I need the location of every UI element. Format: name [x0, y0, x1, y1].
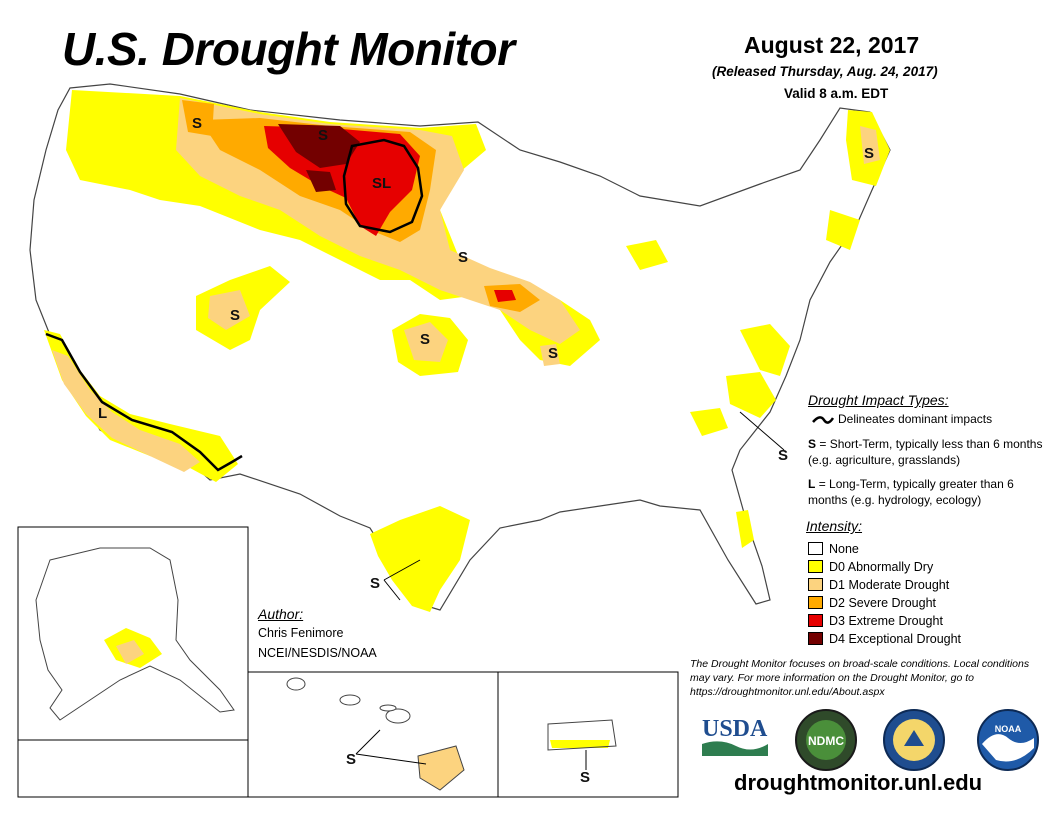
hawaii-big-island — [417, 745, 465, 791]
intensity-label-d0: D0 Abnormally Dry — [829, 559, 934, 574]
intensity-swatch-d2 — [808, 596, 823, 609]
impact-boundary-northern-plains — [342, 138, 424, 234]
impact-boundary-california — [45, 332, 243, 472]
label-s-puerto-rico: S — [580, 769, 590, 786]
noaa-logo-text: NOAA — [995, 724, 1022, 734]
intensity-item-d4: D4 Exceptional Drought — [808, 630, 961, 647]
d0-northeast — [826, 210, 860, 250]
intensity-swatch-d4 — [808, 632, 823, 645]
author-name: Chris Fenimore — [258, 626, 344, 640]
doc-seal-logo — [883, 709, 945, 771]
intensity-item-d3: D3 Extreme Drought — [808, 612, 943, 629]
intensity-label-d4: D4 Exceptional Drought — [829, 631, 962, 646]
impact-line-icon — [812, 416, 835, 424]
alaska-shape — [35, 547, 235, 721]
d1-kansas — [404, 322, 448, 362]
d4-dakota — [306, 170, 336, 192]
intensity-label-d2: D2 Severe Drought — [829, 595, 937, 610]
intensity-item-none: None — [808, 540, 859, 557]
noaa-logo: NOAA — [977, 709, 1039, 771]
hawaii-kauai — [286, 677, 306, 691]
intensity-swatch-d1 — [808, 578, 823, 591]
d0-texas — [370, 506, 470, 612]
intensity-swatch-d3 — [808, 614, 823, 627]
label-sl-dakotas: SL — [372, 175, 391, 192]
label-s-kansas: S — [420, 331, 430, 348]
ndmc-logo-text: NDMC — [808, 734, 844, 748]
puerto-rico-shape — [547, 719, 617, 751]
impact-l-key: L — [808, 477, 816, 491]
intensity-swatch-d0 — [808, 560, 823, 573]
intensity-label-d3: D3 Extreme Drought — [829, 613, 943, 628]
d4-areas — [278, 124, 360, 192]
leader-lines — [355, 411, 785, 770]
d0-florida — [736, 510, 754, 548]
puerto-rico-inset — [497, 671, 679, 798]
impact-legend-short-term: S = Short-Term, typically less than 6 mo… — [808, 436, 1048, 468]
d1-missouri — [540, 344, 560, 366]
valid-time: Valid 8 a.m. EDT — [784, 86, 889, 101]
ndmc-logo: NDMC — [795, 709, 857, 771]
label-s-carolinas: S — [778, 447, 788, 464]
impact-s-text: = Short-Term, typically less than 6 mont… — [808, 437, 1043, 467]
hawaii-molokai — [379, 704, 397, 712]
d1-hawaii — [418, 746, 464, 790]
intensity-swatch-none — [808, 542, 823, 555]
intensity-legend-heading: Intensity: — [806, 518, 863, 534]
author-heading: Author: — [258, 606, 304, 622]
info-note: The Drought Monitor focuses on broad-sca… — [690, 658, 1030, 698]
intensity-item-d1: D1 Moderate Drought — [808, 576, 949, 593]
d0-puerto-rico — [550, 740, 610, 748]
label-l-california: L — [98, 405, 107, 422]
label-s-texas: S — [370, 575, 380, 592]
d0-michigan — [626, 240, 668, 270]
label-s-nebraska: S — [458, 249, 468, 266]
label-s-montana: S — [318, 127, 328, 144]
label-s-montana-west: S — [192, 115, 202, 132]
intensity-item-d0: D0 Abnormally Dry — [808, 558, 933, 575]
d1-maine — [860, 126, 880, 164]
hawaii-inset — [247, 671, 499, 798]
intensity-label-d1: D1 Moderate Drought — [829, 577, 950, 592]
map-date: August 22, 2017 — [744, 32, 920, 58]
hawaii-islands — [286, 677, 411, 724]
website-url[interactable]: droughtmonitor.unl.edu — [734, 770, 983, 795]
intensity-item-d2: D2 Severe Drought — [808, 594, 936, 611]
d0-virginia — [740, 324, 790, 376]
label-s-maine: S — [864, 145, 874, 162]
map-title: U.S. Drought Monitor — [62, 23, 515, 75]
hawaii-oahu — [339, 694, 361, 706]
d0-carolinas — [726, 372, 776, 418]
d1-alaska — [116, 640, 144, 664]
d0-georgia — [690, 408, 728, 436]
impact-l-text: = Long-Term, typically greater than 6 mo… — [808, 477, 1014, 507]
usda-logo-text: USDA — [702, 716, 768, 742]
alaska-inset — [17, 526, 249, 798]
label-s-missouri: S — [548, 345, 558, 362]
impact-legend-line-row: Delineates dominant impacts — [812, 412, 992, 426]
d4-montana — [278, 124, 360, 168]
impact-line-label: Delineates dominant impacts — [838, 412, 993, 426]
impact-legend-long-term: L = Long-Term, typically greater than 6 … — [808, 476, 1048, 508]
label-s-hawaii: S — [346, 751, 356, 768]
intensity-label-none: None — [829, 541, 859, 556]
d1-colorado — [208, 290, 250, 330]
d2-montana-west — [182, 100, 214, 136]
impact-s-key: S — [808, 437, 817, 451]
author-org: NCEI/NESDIS/NOAA — [258, 646, 377, 660]
usda-logo: USDA — [702, 716, 768, 756]
d1-california — [52, 350, 200, 472]
d3-iowa — [494, 290, 516, 302]
label-s-colorado: S — [230, 307, 240, 324]
release-date: (Released Thursday, Aug. 24, 2017) — [712, 64, 938, 79]
impact-legend-heading: Drought Impact Types: — [808, 392, 949, 408]
hawaii-maui — [385, 708, 411, 724]
